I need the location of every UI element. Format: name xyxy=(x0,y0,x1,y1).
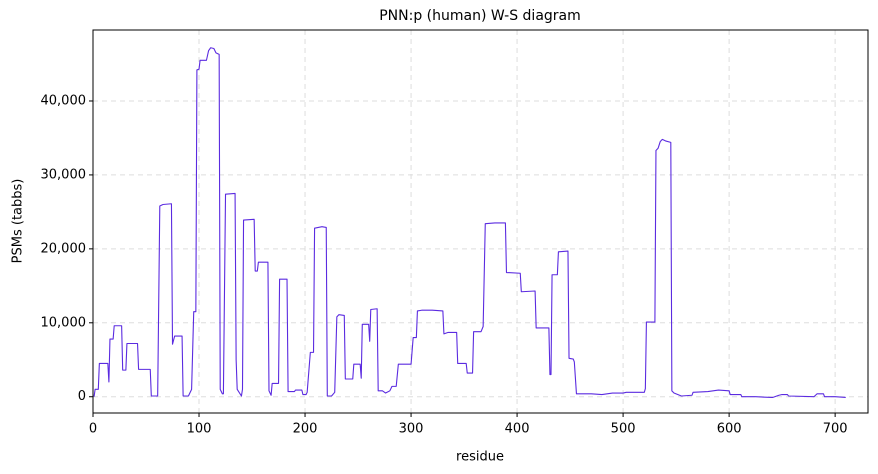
x-axis-label: residue xyxy=(456,450,504,465)
data-line xyxy=(93,47,846,399)
y-tick-label: 10,000 xyxy=(41,315,87,330)
x-tick-label: 400 xyxy=(505,422,530,437)
plot-frame xyxy=(92,29,869,414)
x-tick-label: 600 xyxy=(717,422,742,437)
y-tick-label: 30,000 xyxy=(41,167,87,182)
x-tick-label: 0 xyxy=(89,422,97,437)
x-tick-label: 700 xyxy=(823,422,848,437)
x-tick-label: 200 xyxy=(293,422,318,437)
y-axis-label: PSMs (tabbs) xyxy=(11,179,26,264)
y-tick-label: 0 xyxy=(78,389,86,404)
chart-title: PNN:p (human) W-S diagram xyxy=(379,8,581,24)
x-tick-label: 100 xyxy=(187,422,212,437)
y-tick-label: 20,000 xyxy=(41,241,87,256)
x-tick-label: 300 xyxy=(399,422,424,437)
y-tick-label: 40,000 xyxy=(41,93,87,108)
x-tick-label: 500 xyxy=(611,422,636,437)
